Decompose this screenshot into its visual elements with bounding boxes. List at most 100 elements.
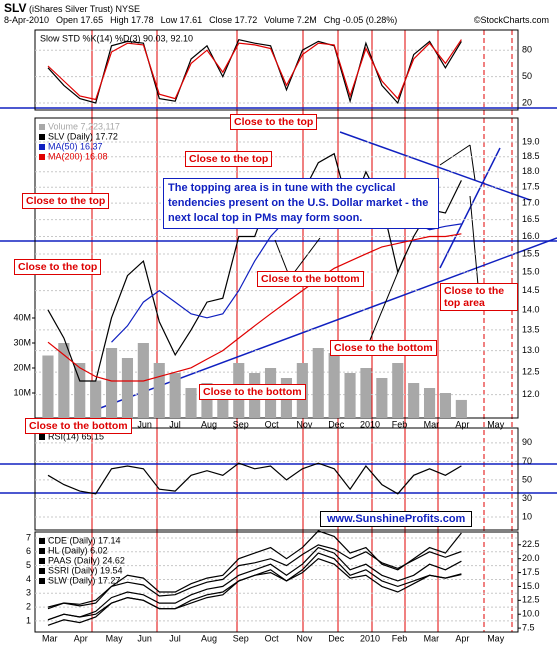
volume-bar <box>312 348 324 418</box>
volume-bar <box>121 358 134 418</box>
y-tick-label: 3 <box>26 588 31 598</box>
y-tick-label: 7 <box>26 532 31 542</box>
y-tick-label: 5 <box>26 560 31 570</box>
x-tick-label: Apr <box>455 633 469 643</box>
y-tick-label: 20 <box>522 97 532 107</box>
volume-bar <box>360 368 372 418</box>
annotation: Close to the top <box>185 151 273 167</box>
security-name: (iShares Silver Trust) NYSE <box>28 4 140 14</box>
legend-entry: SSRI (Daily) 19.54 <box>48 565 123 575</box>
legend-entry: SLV (Daily) 17.72 <box>48 131 118 141</box>
x-tick-label: Mar <box>424 633 440 643</box>
legend-swatch <box>39 154 45 160</box>
x-tick-label: Dec <box>328 419 345 429</box>
y-tick-label: 15.0 <box>522 266 540 276</box>
volume-bar <box>455 399 467 418</box>
x-tick-label: Aug <box>201 633 217 643</box>
series-line <box>47 233 462 382</box>
series-line <box>47 462 462 495</box>
legend-entry: CDE (Daily) 17.14 <box>48 535 121 545</box>
legend-swatch <box>39 578 45 584</box>
volume-bar <box>169 373 181 418</box>
y-tick-label: 15.5 <box>522 248 540 258</box>
volume-bar <box>74 363 86 418</box>
quote-stat: Low 17.61 <box>160 15 203 25</box>
y2-tick-label: 30M <box>13 337 31 347</box>
series-line <box>47 558 462 626</box>
x-tick-label: Feb <box>392 419 408 429</box>
annotation: Close to the bottom <box>257 271 364 287</box>
legend-entry: RSI(14) 65.15 <box>48 431 104 441</box>
y2-tick-label: 40M <box>13 312 31 322</box>
x-tick-label: Jul <box>169 419 181 429</box>
volume-bar <box>408 383 420 418</box>
y2-tick-label: 22.5 <box>522 539 540 549</box>
legend-swatch <box>39 548 45 554</box>
x-tick-label: Mar <box>42 633 58 643</box>
volume-bar <box>90 380 102 418</box>
legend-entry: Slow STD %K(14) %D(3) 90.03, 92.10 <box>40 33 193 43</box>
y-tick-label: 90 <box>522 437 532 447</box>
volume-bar <box>328 353 340 418</box>
legend-swatch <box>39 558 45 564</box>
quote-stat: 8-Apr-2010 <box>4 15 50 25</box>
volume-bar <box>58 343 70 418</box>
y2-tick-label: 20.0 <box>522 553 540 563</box>
annotation: Close to the top <box>22 193 110 209</box>
x-tick-label: Oct <box>265 633 280 643</box>
annotation: Close to the bottom <box>330 340 437 356</box>
x-tick-label: Jul <box>169 633 181 643</box>
legend-swatch <box>39 434 45 440</box>
red-cycle-lines <box>91 30 513 632</box>
y2-tick-label: 12.5 <box>522 595 540 605</box>
volume-bar <box>392 363 404 418</box>
x-tick-label: Nov <box>296 419 313 429</box>
y-tick-label: 2 <box>26 601 31 611</box>
y-tick-label: 4 <box>26 574 31 584</box>
y-tick-label: 12.5 <box>522 367 540 377</box>
legend-swatch <box>39 538 45 544</box>
x-tick-label: Sep <box>233 419 249 429</box>
x-tick-label: Jun <box>137 419 152 429</box>
y-tick-label: 18.0 <box>522 166 540 176</box>
y-tick-label: 17.5 <box>522 182 540 192</box>
copyright: ©StockCharts.com <box>473 15 549 25</box>
watermark: www.SunshineProfits.com <box>320 511 473 527</box>
series-line <box>47 152 462 382</box>
volume-bar <box>201 383 213 418</box>
panel <box>34 427 519 531</box>
volume-bar <box>217 388 229 418</box>
legend-swatch <box>39 144 45 150</box>
x-tick-label: May <box>106 633 124 643</box>
annotation: Close to the top <box>14 259 102 275</box>
y-tick-label: 13.0 <box>522 345 540 355</box>
y2-tick-label: 10.0 <box>522 609 540 619</box>
y-tick-label: 16.0 <box>522 231 540 241</box>
y-tick-label: 19.0 <box>522 136 540 146</box>
series-line <box>47 39 462 101</box>
annotation: Close to the bottom <box>199 384 306 400</box>
x-tick-label: 2010 <box>360 419 380 429</box>
volume-bar <box>344 373 356 418</box>
quote-stat: High 17.78 <box>110 15 154 25</box>
y-tick-label: 6 <box>26 546 31 556</box>
y2-tick-label: 17.5 <box>522 567 540 577</box>
legend-entry: MA(200) 16.08 <box>48 151 108 161</box>
x-tick-label: Apr <box>455 419 469 429</box>
y-tick-label: 12.0 <box>522 389 540 399</box>
y-tick-label: 1 <box>26 615 31 625</box>
volume-bar <box>423 388 436 418</box>
y-tick-label: 70 <box>522 456 532 466</box>
x-tick-label: May <box>487 419 505 429</box>
panel <box>34 531 519 633</box>
volume-bar <box>439 393 452 418</box>
volume-bar <box>376 378 388 418</box>
y2-tick-label: 15.0 <box>522 581 540 591</box>
series-line <box>47 39 462 105</box>
x-tick-label: Apr <box>74 633 88 643</box>
y-tick-label: 50 <box>522 71 532 81</box>
x-tick-label: Nov <box>296 633 313 643</box>
commentary-box: The topping area is in tune with the cyc… <box>163 178 439 229</box>
